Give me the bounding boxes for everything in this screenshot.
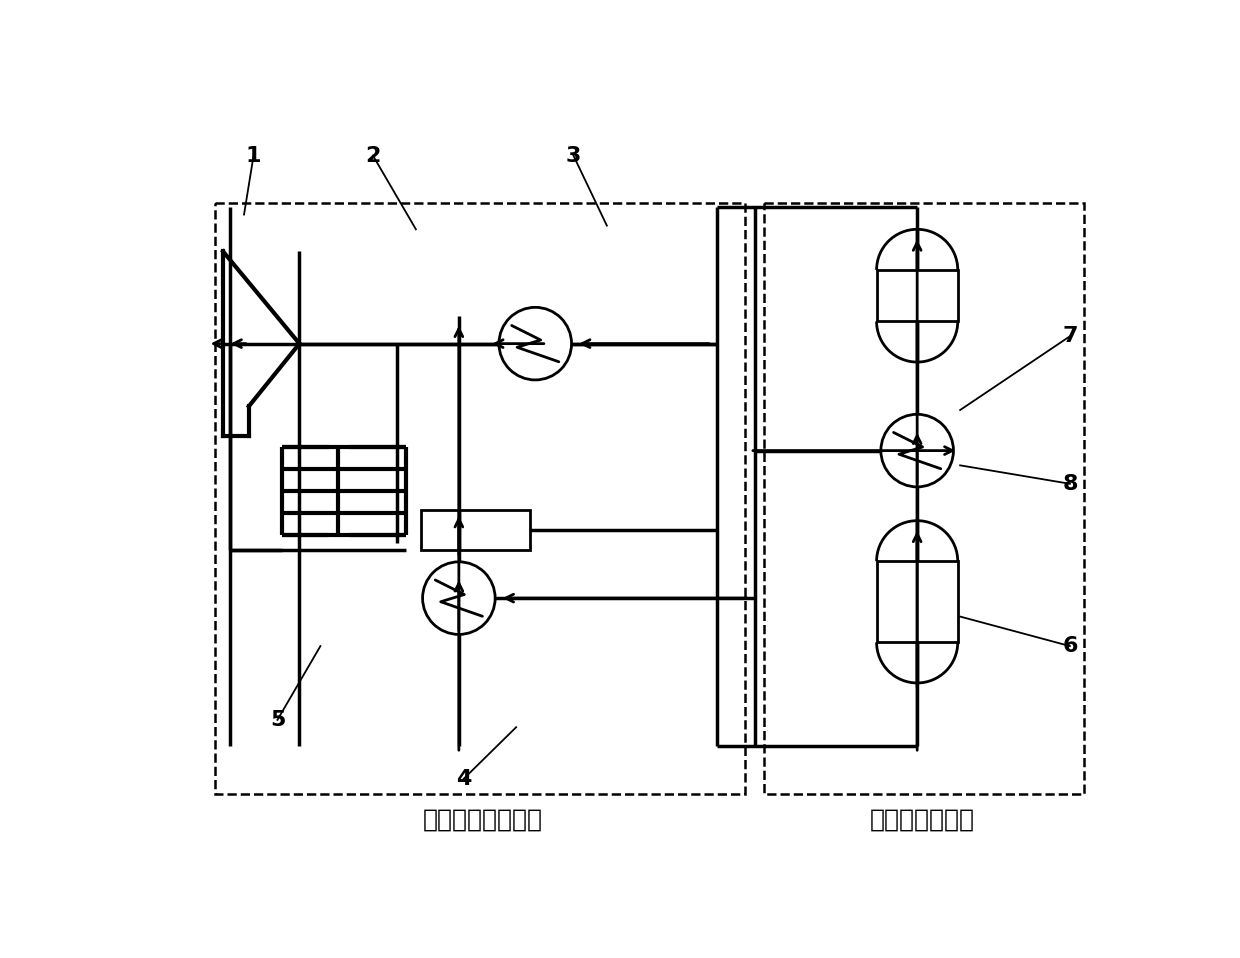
- Text: 4: 4: [456, 769, 471, 788]
- Text: 热泵加涡流管系统: 热泵加涡流管系统: [423, 808, 543, 832]
- Text: 7: 7: [1063, 327, 1078, 346]
- Bar: [877, 561, 957, 643]
- Text: 1: 1: [246, 146, 262, 166]
- Circle shape: [423, 561, 495, 634]
- Text: 8: 8: [1063, 474, 1078, 493]
- Text: 储热及供热系统: 储热及供热系统: [869, 808, 975, 832]
- Text: 3: 3: [565, 146, 582, 166]
- Text: 5: 5: [270, 710, 285, 730]
- Text: 2: 2: [366, 146, 381, 166]
- Bar: [216, 203, 745, 793]
- Circle shape: [498, 308, 572, 380]
- Bar: [420, 510, 531, 550]
- Circle shape: [880, 414, 954, 487]
- Text: 6: 6: [1063, 636, 1078, 656]
- Bar: [764, 203, 1084, 793]
- Bar: [877, 270, 957, 322]
